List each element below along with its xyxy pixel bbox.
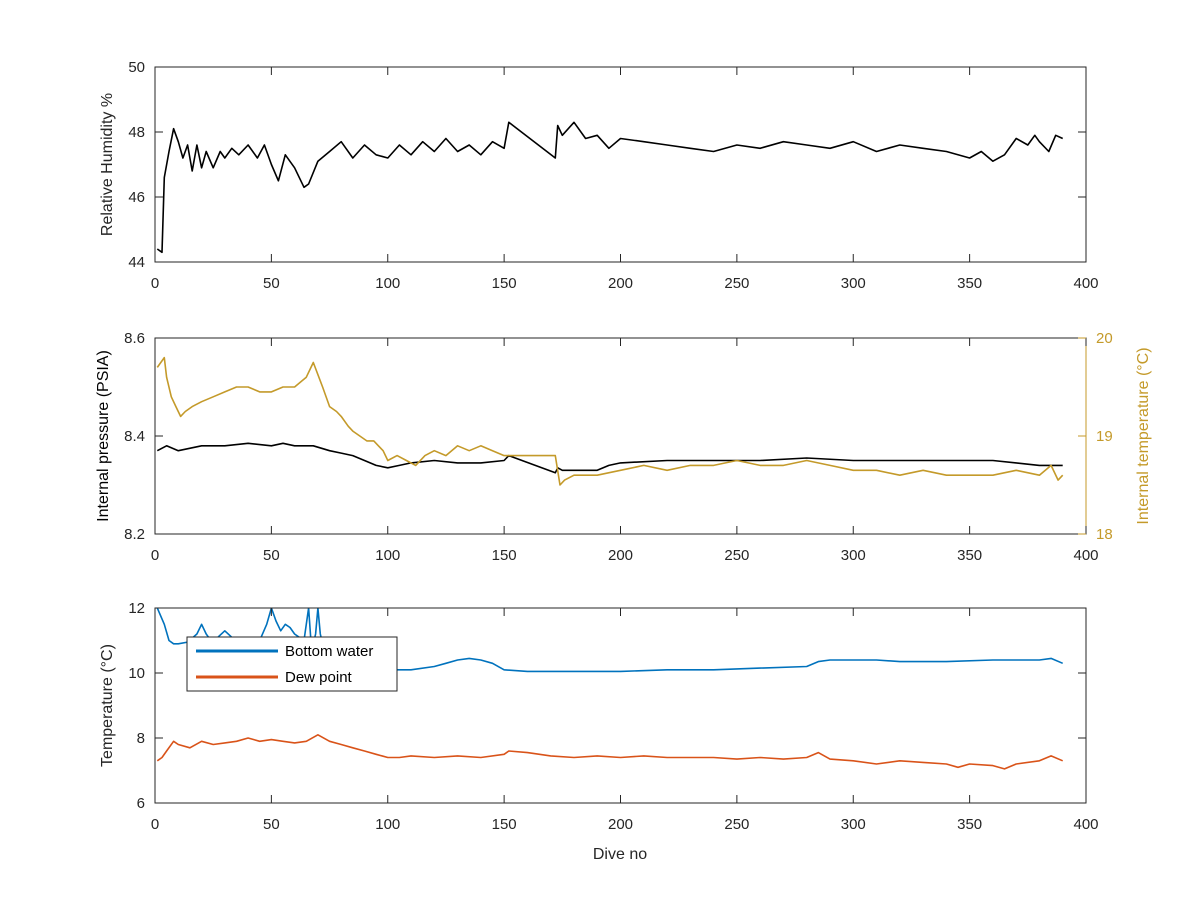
temperature-y-axis-label: Temperature (°C) [99, 644, 116, 767]
x-tick-label: 250 [724, 816, 749, 833]
temperature-panel: 0 50 100 150 200 250 300 350 400 6 8 10 12 Temperat… [99, 600, 1099, 863]
x-axis-label: Dive no [593, 846, 647, 863]
x-tick-label: 300 [841, 816, 866, 833]
series-line-0-0 [156, 121, 1064, 254]
y-tick-label: 48 [128, 124, 145, 141]
x-tick-label: 150 [492, 275, 517, 292]
x-tick-label: 100 [375, 816, 400, 833]
y-tick-label: 6 [137, 795, 145, 812]
x-tick-label: 350 [957, 275, 982, 292]
series-line-1-1 [156, 356, 1064, 486]
pressure-y-axis-label: Internal pressure (PSIA) [95, 350, 112, 522]
series-line-2-dew-point [156, 733, 1064, 770]
x-tick-label: 50 [263, 547, 280, 564]
x-tick-label: 200 [608, 816, 633, 833]
right-y-tick-label: 19 [1096, 428, 1113, 445]
y-tick-label: 50 [128, 59, 145, 76]
x-tick-label: 0 [151, 547, 159, 564]
x-tick-label: 150 [492, 816, 517, 833]
humidity-y-axis-label: Relative Humidity % [99, 93, 116, 236]
internal-temperature-y-axis-label: Internal temperature (°C) [1135, 347, 1152, 524]
y-tick-label: 8.6 [124, 330, 145, 347]
legend-label-dew-point: Dew point [285, 669, 353, 686]
series-line-1-0 [156, 442, 1063, 474]
x-tick-label: 300 [841, 547, 866, 564]
x-tick-label: 350 [957, 547, 982, 564]
right-y-tick-label: 18 [1096, 526, 1113, 543]
x-tick-label: 250 [724, 275, 749, 292]
x-tick-label: 400 [1073, 816, 1098, 833]
y-tick-label: 8.4 [124, 428, 145, 445]
humidity-panel: 0 50 100 150 200 250 300 350 400 44 46 48 50 Relati… [99, 59, 1099, 292]
x-tick-label: 400 [1073, 275, 1098, 292]
legend-label-bottom-water: Bottom water [285, 643, 373, 660]
y-tick-label: 12 [128, 600, 145, 617]
x-tick-label: 0 [151, 275, 159, 292]
x-tick-label: 50 [263, 816, 280, 833]
right-y-tick-label: 20 [1096, 330, 1113, 347]
x-tick-label: 150 [492, 547, 517, 564]
x-tick-label: 300 [841, 275, 866, 292]
y-tick-label: 46 [128, 189, 145, 206]
pressure-temperature-panel: 0 50 100 150 200 250 300 350 400 8.2 8.4 8.6 18 19 2… [95, 330, 1152, 564]
x-tick-label: 0 [151, 816, 159, 833]
x-tick-label: 100 [375, 547, 400, 564]
legend: Bottom water Dew point [186, 636, 398, 692]
x-tick-label: 100 [375, 275, 400, 292]
x-tick-label: 50 [263, 275, 280, 292]
x-tick-label: 250 [724, 547, 749, 564]
x-tick-label: 400 [1073, 547, 1098, 564]
x-tick-label: 350 [957, 816, 982, 833]
legend-box [186, 636, 398, 692]
y-tick-label: 8.2 [124, 526, 145, 543]
y-tick-label: 8 [137, 730, 145, 747]
x-tick-label: 200 [608, 275, 633, 292]
y-tick-label: 10 [128, 665, 145, 682]
y-tick-label: 44 [128, 254, 145, 271]
x-tick-label: 200 [608, 547, 633, 564]
